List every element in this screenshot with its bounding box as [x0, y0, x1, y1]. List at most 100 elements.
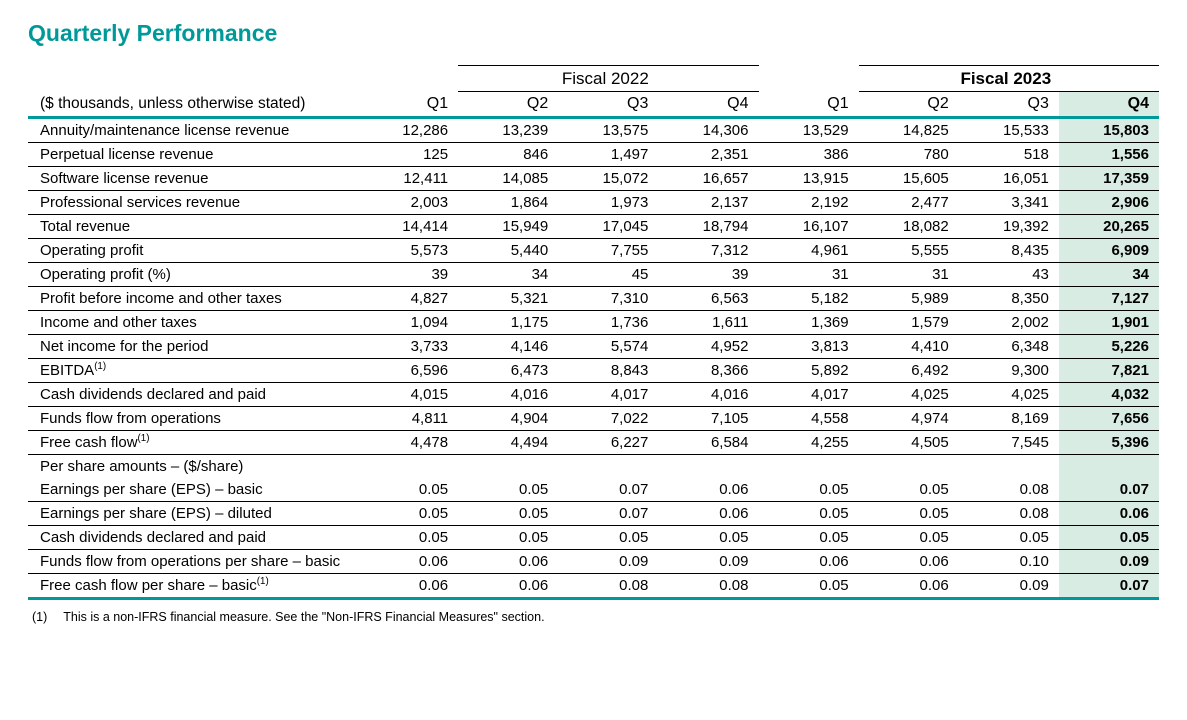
fiscal-2023-header: Fiscal 2023 — [859, 66, 1159, 92]
data-cell: 0.05 — [759, 502, 859, 526]
row-label: Free cash flow(1) — [28, 431, 358, 455]
table-row: Operating profit (%)3934453931314334 — [28, 263, 1159, 287]
data-cell: 34 — [458, 263, 558, 287]
data-cell: 4,146 — [458, 335, 558, 359]
data-cell: 2,137 — [658, 191, 758, 215]
data-cell: 0.05 — [358, 478, 458, 502]
data-cell: 1,901 — [1059, 311, 1159, 335]
fiscal-header-row: Fiscal 2022 Fiscal 2023 — [28, 66, 1159, 92]
row-label: Income and other taxes — [28, 311, 358, 335]
data-cell: 4,016 — [458, 383, 558, 407]
data-cell: 2,003 — [358, 191, 458, 215]
data-cell: 5,555 — [859, 239, 959, 263]
data-cell: 1,973 — [558, 191, 658, 215]
data-cell: 13,575 — [558, 118, 658, 143]
data-cell: 4,017 — [558, 383, 658, 407]
quarter-header: Q1 — [759, 92, 859, 118]
data-cell: 4,025 — [859, 383, 959, 407]
table-row: Perpetual license revenue1258461,4972,35… — [28, 143, 1159, 167]
data-cell: 0.05 — [859, 526, 959, 550]
row-label: Funds flow from operations — [28, 407, 358, 431]
table-row: Free cash flow per share – basic(1)0.060… — [28, 574, 1159, 599]
data-cell: 12,411 — [358, 167, 458, 191]
data-cell: 518 — [959, 143, 1059, 167]
data-cell: 0.06 — [759, 550, 859, 574]
row-label: Total revenue — [28, 215, 358, 239]
blank-cell — [759, 66, 859, 92]
data-cell: 6,348 — [959, 335, 1059, 359]
data-cell: 0.06 — [859, 550, 959, 574]
data-cell: 1,175 — [458, 311, 558, 335]
data-cell: 0.05 — [558, 526, 658, 550]
data-cell — [1059, 455, 1159, 479]
row-label: Funds flow from operations per share – b… — [28, 550, 358, 574]
data-cell: 7,022 — [558, 407, 658, 431]
data-cell: 16,657 — [658, 167, 758, 191]
data-cell: 0.05 — [759, 574, 859, 599]
data-cell: 8,435 — [959, 239, 1059, 263]
table-row: Earnings per share (EPS) – diluted0.050.… — [28, 502, 1159, 526]
data-cell: 13,915 — [759, 167, 859, 191]
data-cell — [759, 455, 859, 479]
data-cell: 4,017 — [759, 383, 859, 407]
data-cell: 39 — [358, 263, 458, 287]
data-cell: 43 — [959, 263, 1059, 287]
performance-table: Fiscal 2022Fiscal 2023($ thousands, unle… — [28, 65, 1159, 600]
data-cell: 15,533 — [959, 118, 1059, 143]
data-cell: 4,015 — [358, 383, 458, 407]
row-label: Net income for the period — [28, 335, 358, 359]
data-cell: 0.08 — [959, 478, 1059, 502]
data-cell: 5,396 — [1059, 431, 1159, 455]
table-row: Annuity/maintenance license revenue12,28… — [28, 118, 1159, 143]
data-cell: 386 — [759, 143, 859, 167]
row-label: Perpetual license revenue — [28, 143, 358, 167]
data-cell: 0.07 — [1059, 478, 1159, 502]
data-cell: 4,410 — [859, 335, 959, 359]
row-label: Profit before income and other taxes — [28, 287, 358, 311]
data-cell: 8,843 — [558, 359, 658, 383]
data-cell: 9,300 — [959, 359, 1059, 383]
quarter-header: Q2 — [859, 92, 959, 118]
data-cell: 2,351 — [658, 143, 758, 167]
data-cell: 0.06 — [658, 478, 758, 502]
data-cell: 14,414 — [358, 215, 458, 239]
row-label: EBITDA(1) — [28, 359, 358, 383]
data-cell: 45 — [558, 263, 658, 287]
data-cell: 5,989 — [859, 287, 959, 311]
data-cell: 2,477 — [859, 191, 959, 215]
data-cell: 15,072 — [558, 167, 658, 191]
data-cell: 7,656 — [1059, 407, 1159, 431]
data-cell: 0.09 — [959, 574, 1059, 599]
data-cell: 0.10 — [959, 550, 1059, 574]
table-row: Cash dividends declared and paid0.050.05… — [28, 526, 1159, 550]
data-cell: 31 — [859, 263, 959, 287]
data-cell: 0.05 — [658, 526, 758, 550]
data-cell: 4,505 — [859, 431, 959, 455]
data-cell: 0.05 — [959, 526, 1059, 550]
data-cell: 5,892 — [759, 359, 859, 383]
data-cell: 6,563 — [658, 287, 758, 311]
data-cell: 0.09 — [1059, 550, 1159, 574]
data-cell: 0.06 — [658, 502, 758, 526]
data-cell: 18,794 — [658, 215, 758, 239]
data-cell: 6,596 — [358, 359, 458, 383]
data-cell: 5,574 — [558, 335, 658, 359]
table-row: Profit before income and other taxes4,82… — [28, 287, 1159, 311]
data-cell: 0.07 — [558, 502, 658, 526]
table-row: Earnings per share (EPS) – basic0.050.05… — [28, 478, 1159, 502]
footnote-ref: (1) — [138, 433, 150, 444]
data-cell — [458, 455, 558, 479]
data-cell: 17,045 — [558, 215, 658, 239]
table-row: Software license revenue12,41114,08515,0… — [28, 167, 1159, 191]
quarter-header: Q4 — [1059, 92, 1159, 118]
data-cell: 18,082 — [859, 215, 959, 239]
data-cell: 31 — [759, 263, 859, 287]
data-cell: 17,359 — [1059, 167, 1159, 191]
quarter-header: Q3 — [959, 92, 1059, 118]
fiscal-2022-header: Fiscal 2022 — [458, 66, 758, 92]
table-row: Net income for the period3,7334,1465,574… — [28, 335, 1159, 359]
footnote-text: This is a non-IFRS financial measure. Se… — [63, 610, 544, 624]
data-cell: 1,369 — [759, 311, 859, 335]
data-cell: 1,497 — [558, 143, 658, 167]
data-cell: 0.05 — [458, 478, 558, 502]
